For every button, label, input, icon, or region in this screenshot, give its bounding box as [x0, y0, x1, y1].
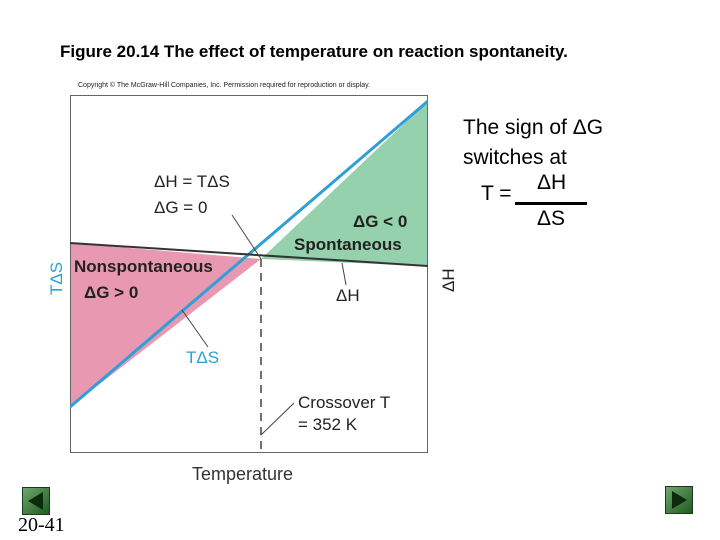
- slide-number: 20-41: [18, 514, 65, 536]
- triangle-left-icon: [28, 492, 43, 510]
- x-axis-label: Temperature: [192, 464, 294, 484]
- spontaneous-label-2: Spontaneous: [294, 235, 402, 254]
- formula-lhs: T =: [481, 182, 512, 205]
- crossover-leader-line: [260, 402, 295, 436]
- spontaneous-label-1: ΔG < 0: [353, 212, 407, 231]
- figure-title: Figure 20.14 The effect of temperature o…: [60, 42, 568, 61]
- next-slide-button[interactable]: [665, 486, 693, 514]
- equilibrium-label-2: ΔG = 0: [154, 198, 207, 217]
- nonspontaneous-label-2: ΔG > 0: [84, 283, 138, 302]
- y-axis-right-label: ΔH: [439, 268, 458, 292]
- equilibrium-label-1: ΔH = TΔS: [154, 172, 230, 191]
- tds-line-label: TΔS: [186, 348, 219, 367]
- y-axis-left-label: TΔS: [47, 262, 66, 295]
- delta-h-line: [70, 242, 428, 267]
- formula-numerator: ΔH: [537, 171, 567, 194]
- previous-slide-button[interactable]: [22, 487, 50, 515]
- triangle-right-icon: [672, 491, 687, 509]
- plot-frame: [70, 95, 428, 453]
- side-note: The sign of ΔG switches at: [463, 113, 603, 173]
- crossover-label-1: Crossover T: [298, 393, 390, 412]
- spontaneity-diagram: ΔH = TΔS ΔG = 0 ΔG < 0 Spontaneous Nonsp…: [70, 95, 428, 453]
- copyright-notice: Copyright © The McGraw-Hill Companies, I…: [78, 82, 371, 89]
- side-note-line-2: switches at: [463, 146, 567, 169]
- crossover-label-2: = 352 K: [298, 415, 358, 434]
- nonspontaneous-label-1: Nonspontaneous: [74, 257, 213, 276]
- formula-fraction-bar: [515, 202, 587, 205]
- equilibrium-leader-line: [231, 214, 262, 260]
- y-axis-right-label-wrap: ΔH: [439, 268, 458, 292]
- delta-h-line-label: ΔH: [336, 286, 360, 305]
- y-axis-left-label-wrap: TΔS: [47, 262, 66, 295]
- spontaneous-region: [261, 101, 428, 266]
- tds-leader-line: [181, 309, 209, 348]
- side-note-line-1: The sign of ΔG: [463, 116, 604, 139]
- formula-denominator: ΔS: [537, 207, 566, 230]
- delta-h-leader-line: [341, 262, 347, 286]
